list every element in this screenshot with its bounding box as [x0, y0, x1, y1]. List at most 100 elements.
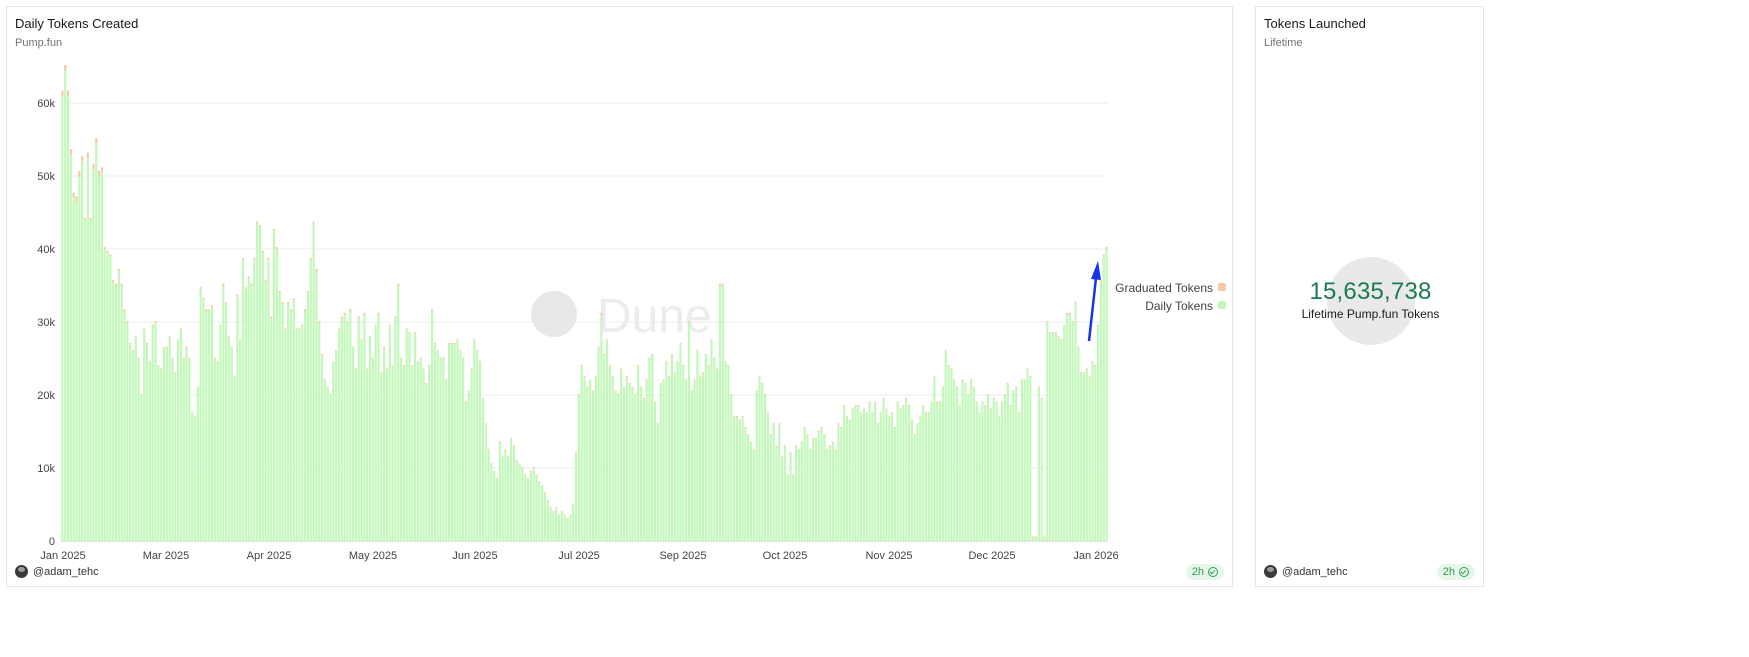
daily-bar [529, 471, 532, 541]
daily-bar [916, 424, 919, 541]
y-tick-label: 30k [37, 317, 55, 329]
graduated-bar [854, 405, 857, 406]
daily-bar [388, 325, 391, 541]
graduated-bar [487, 448, 490, 450]
daily-bar [1040, 398, 1043, 541]
graduated-bar [399, 357, 403, 359]
graduated-bar [532, 467, 535, 468]
daily-bar [682, 365, 685, 541]
graduated-bar [78, 170, 81, 176]
graduated-bar [986, 394, 990, 395]
author[interactable]: @adam_tehc [15, 565, 99, 578]
graduated-bar [735, 416, 738, 417]
graduated-bar [131, 350, 135, 352]
graduated-bar [264, 280, 267, 282]
daily-bar [1054, 332, 1057, 541]
graduated-bar [137, 357, 140, 359]
graduated-bar [445, 379, 448, 381]
daily-bar [1012, 391, 1015, 541]
graduated-bar [978, 412, 981, 414]
graduated-bar [145, 343, 149, 344]
daily-bar [927, 413, 930, 541]
graduated-bar [329, 394, 332, 395]
daily-bar [603, 354, 606, 541]
graduated-bar [995, 401, 998, 403]
graduated-bar [1057, 335, 1060, 337]
graduated-bar [241, 258, 245, 260]
daily-bar [1080, 373, 1083, 541]
daily-bar [1009, 405, 1012, 541]
daily-bar [586, 387, 589, 541]
graduated-bar [304, 309, 307, 312]
daily-bar [323, 380, 326, 541]
graduated-bar [905, 397, 908, 399]
graduated-bar [682, 364, 685, 366]
graduated-bar [769, 434, 772, 436]
daily-bar [1082, 373, 1086, 541]
daily-bar [938, 402, 942, 541]
graduated-bar [947, 364, 950, 366]
graduated-bar [103, 247, 106, 249]
graduated-bar [964, 383, 967, 385]
daily-bar [168, 336, 171, 541]
graduated-bar [442, 357, 445, 359]
author-name: @adam_tehc [33, 565, 99, 578]
counter: 15,635,738 Lifetime Pump.fun Tokens [1256, 257, 1485, 321]
graduated-bar [278, 290, 281, 293]
y-axis-labels: 0 10k 20k 30k 40k 50k 60k [37, 98, 55, 548]
graduated-bar [651, 353, 654, 355]
graduated-bar [984, 405, 987, 406]
graduated-bar [933, 375, 936, 377]
daily-bar [761, 384, 764, 541]
daily-bar [428, 365, 431, 541]
daily-bar [653, 402, 657, 541]
daily-bar [572, 504, 575, 541]
daily-bar [337, 329, 341, 541]
daily-bar [541, 486, 544, 541]
graduated-bar [326, 386, 329, 388]
graduated-bar [797, 448, 801, 450]
daily-bar [165, 347, 168, 541]
graduated-bar [1080, 372, 1083, 374]
graduated-bar [284, 328, 287, 330]
graduated-bar [433, 343, 437, 344]
graduated-bar [789, 452, 792, 454]
daily-bar [191, 413, 194, 541]
graduated-bar [129, 343, 132, 344]
daily-bar [854, 405, 857, 541]
daily-bar [216, 362, 219, 541]
graduated-bar [504, 448, 507, 450]
graduated-bar [490, 463, 493, 465]
daily-bar [1020, 380, 1024, 541]
daily-bar [975, 402, 978, 541]
graduated-bar [261, 250, 264, 253]
graduated-bar [247, 276, 250, 279]
counter-label: Lifetime Pump.fun Tokens [1301, 307, 1440, 321]
daily-bar [944, 351, 947, 541]
author[interactable]: @adam_tehc [1264, 565, 1348, 578]
daily-bar [769, 435, 772, 541]
daily-bar [467, 391, 470, 541]
graduated-bar [270, 316, 273, 319]
graduated-bar [191, 412, 194, 414]
graduated-bar [318, 321, 321, 322]
daily-bar [543, 493, 547, 541]
refresh-badge[interactable]: 2h [1185, 564, 1224, 580]
daily-bar [1068, 314, 1071, 541]
graduated-bar [1082, 372, 1086, 374]
graduated-bar [323, 379, 326, 381]
graduated-bar [924, 412, 928, 414]
daily-bar [972, 387, 976, 541]
graduated-bar [1040, 397, 1043, 399]
daily-bar [552, 511, 555, 541]
graduated-bar [510, 437, 513, 439]
graduated-bar [1018, 412, 1021, 414]
daily-bar [620, 369, 623, 541]
refresh-badge[interactable]: 2h [1436, 564, 1475, 580]
graduated-bar [81, 156, 84, 162]
daily-bar [258, 227, 262, 541]
graduated-bar [1063, 324, 1066, 326]
daily-bar [970, 380, 973, 541]
graduated-bar [182, 357, 185, 359]
daily-bar [792, 475, 795, 541]
